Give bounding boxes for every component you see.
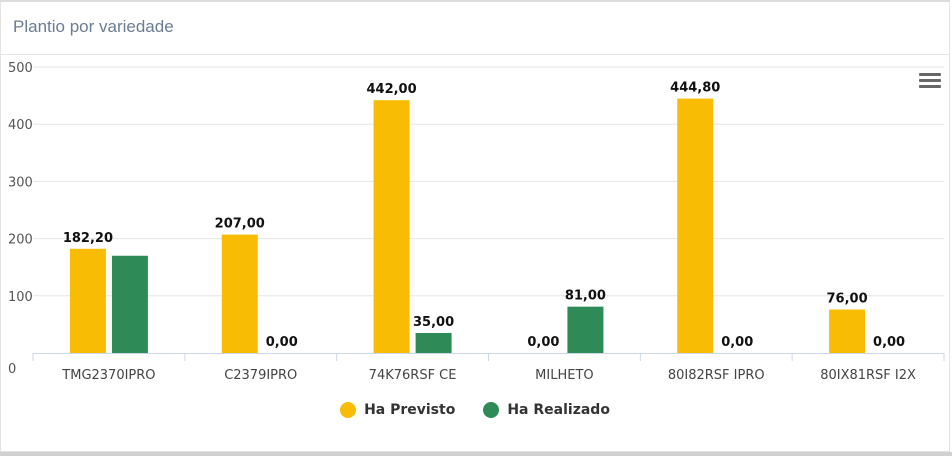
bar-ha-previsto[interactable]	[677, 98, 714, 353]
hamburger-icon[interactable]	[919, 73, 941, 91]
x-tick-label: 80I82RSF IPRO	[668, 368, 765, 383]
bottom-divider	[0, 452, 952, 456]
card-title: Plantio por variedade	[13, 17, 174, 36]
bar-ha-realizado[interactable]	[111, 255, 148, 353]
bar-ha-realizado[interactable]	[415, 332, 452, 353]
data-label: 182,20	[63, 231, 113, 246]
x-tick-label: 80IX81RSF I2X	[820, 368, 916, 383]
card-header: Plantio por variedade	[1, 2, 949, 55]
bar-ha-previsto[interactable]	[829, 309, 866, 353]
data-label: 81,00	[565, 289, 606, 304]
y-tick-label: 500	[8, 61, 33, 76]
x-tick-label: 74K76RSF CE	[369, 368, 457, 383]
data-label: 76,00	[827, 292, 868, 307]
bar-ha-previsto[interactable]	[69, 248, 106, 353]
bar-ha-previsto[interactable]	[373, 100, 410, 354]
y-tick-label: 300	[8, 175, 33, 190]
chart-legend: Ha Previsto Ha Realizado	[0, 402, 950, 418]
legend-marker-icon	[483, 402, 500, 418]
y-tick-label: 100	[8, 290, 33, 305]
y-tick-label: 0	[8, 362, 16, 377]
legend-marker-icon	[340, 402, 357, 418]
data-label: 0,00	[527, 335, 559, 350]
bar-ha-previsto[interactable]	[221, 234, 258, 353]
legend-label: Ha Previsto	[364, 402, 456, 418]
legend-item[interactable]: Ha Previsto	[340, 402, 455, 418]
data-label: 0,00	[266, 335, 298, 350]
legend-item[interactable]: Ha Realizado	[483, 402, 610, 418]
bar-ha-realizado[interactable]	[567, 306, 604, 353]
x-tick-label: MILHETO	[535, 368, 593, 383]
data-label: 444,80	[670, 81, 720, 96]
x-tick-label: TMG2370IPRO	[61, 368, 155, 383]
data-label: 0,00	[873, 335, 905, 350]
y-tick-label: 200	[8, 233, 33, 248]
data-label: 35,00	[413, 315, 454, 330]
bar-chart: 0 100 200 300 400 500 182,20 TMG2370IPRO 207,00 0…	[8, 61, 945, 383]
y-tick-label: 400	[8, 118, 33, 133]
data-label: 442,00	[366, 82, 416, 97]
data-label: 207,00	[215, 217, 265, 232]
x-tick-label: C2379IPRO	[224, 368, 297, 383]
data-label: 0,00	[721, 335, 753, 350]
legend-label: Ha Realizado	[507, 402, 610, 418]
